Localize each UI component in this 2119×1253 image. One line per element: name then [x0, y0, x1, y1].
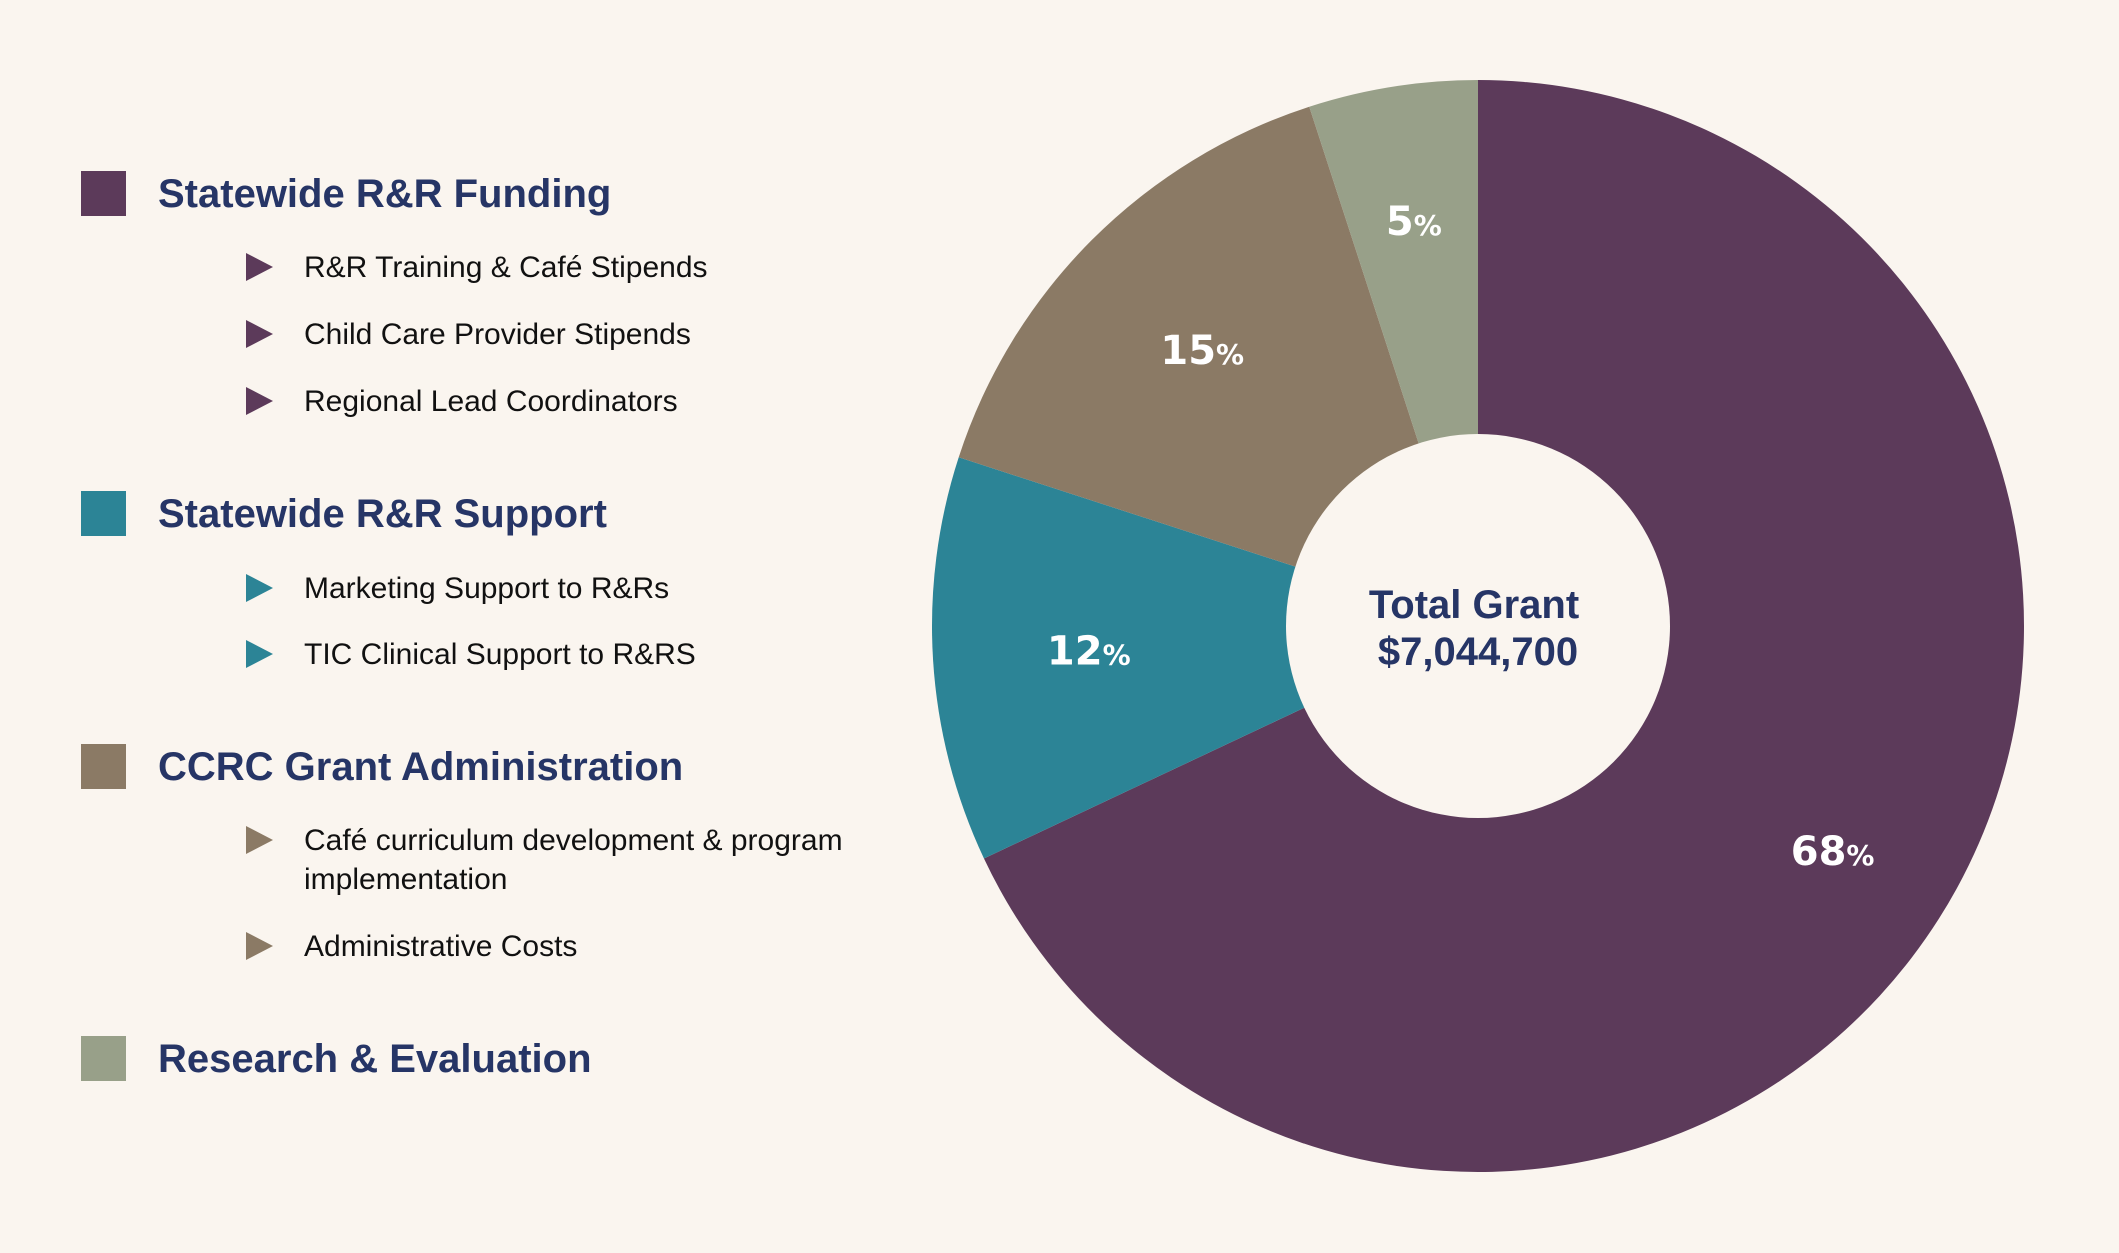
bullet-triangle-icon [246, 387, 273, 415]
slice-label: 12% [1047, 628, 1131, 674]
legend-item: Regional Lead Coordinators [304, 385, 678, 418]
slice-label: 68% [1791, 829, 1875, 875]
slice-label: 5% [1386, 199, 1442, 245]
legend-item: Child Care Provider Stipends [304, 318, 691, 351]
legend-heading-research: Research & Evaluation [158, 1037, 592, 1081]
legend-swatch-admin [81, 744, 126, 789]
legend-item: Marketing Support to R&Rs [304, 572, 670, 605]
bullet-triangle-icon [246, 320, 273, 348]
legend-item: Café curriculum development & program im… [304, 824, 843, 896]
center-value: $7,044,700 [1378, 630, 1578, 674]
donut-hole [1286, 434, 1670, 818]
slice-statewide-r-r-support [932, 457, 1478, 859]
legend-swatch-funding [81, 171, 126, 216]
legend-swatch-research [81, 1036, 126, 1081]
legend-item: Administrative Costs [304, 930, 578, 963]
legend-heading-funding: Statewide R&R Funding [158, 172, 612, 216]
slice-label: 15% [1160, 328, 1244, 374]
bullet-triangle-icon [246, 574, 273, 602]
legend-item: TIC Clinical Support to R&RS [304, 638, 696, 671]
center-title: Total Grant [1369, 583, 1579, 627]
bullet-triangle-icon [246, 826, 273, 854]
bullet-triangle-icon [246, 932, 273, 960]
bullet-triangle-icon [246, 253, 273, 281]
legend-heading-support: Statewide R&R Support [158, 492, 607, 536]
legend-heading-admin: CCRC Grant Administration [158, 745, 684, 789]
legend-swatch-support [81, 491, 126, 536]
bullet-triangle-icon [246, 640, 273, 668]
legend-item: R&R Training & Café Stipends [304, 251, 708, 284]
